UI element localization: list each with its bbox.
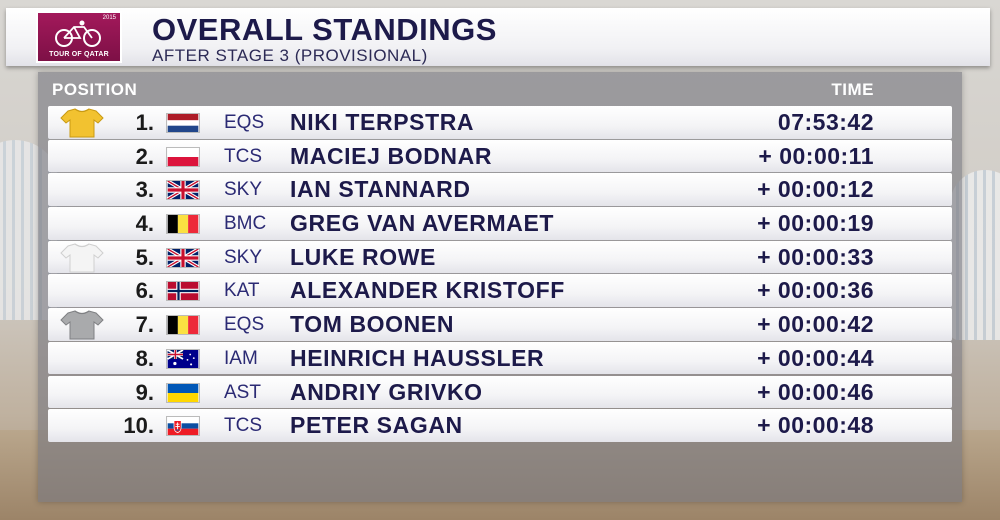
row-rider-name: IAN STANNARD — [290, 176, 471, 203]
row-rider-name: ALEXANDER KRISTOFF — [290, 277, 565, 304]
row-position: 10. — [123, 413, 154, 439]
gold-jersey-icon — [60, 107, 104, 138]
row-team: SKY — [224, 246, 263, 268]
row-position: 4. — [135, 211, 154, 237]
australia-flag-icon — [166, 348, 200, 369]
table-row: 7. EQS TOM BOONEN + 00:00:42 — [48, 308, 952, 341]
table-row: 10. TCS PETER SAGAN + 00:00:48 — [48, 409, 952, 442]
norway-flag-icon — [166, 281, 200, 302]
uk-flag-icon — [166, 180, 200, 201]
table-row: 5. SKY LUKE ROWE + 00:00:33 — [48, 240, 952, 274]
row-position: 8. — [135, 345, 154, 371]
row-time: + 00:00:36 — [757, 277, 874, 304]
belgium-flag-icon — [166, 214, 200, 235]
table-row: 1. EQS NIKI TERPSTRA 07:53:42 — [48, 106, 952, 139]
column-header-time: TIME — [831, 80, 874, 99]
header-banner: 2015 TOUR OF QATAR OVERALL STANDINGS AFT… — [6, 8, 990, 66]
row-time: 07:53:42 — [777, 109, 874, 135]
row-time: + 00:00:11 — [758, 142, 874, 169]
row-time: + 00:00:46 — [757, 378, 874, 405]
row-position: 9. — [135, 379, 154, 405]
table-row: 3. SKY IAN STANNARD + 00:00:12 — [48, 173, 952, 206]
row-time: + 00:00:12 — [757, 176, 874, 203]
page-subtitle: AFTER STAGE 3 (PROVISIONAL) — [152, 46, 428, 65]
row-position: 7. — [135, 312, 154, 338]
table-row: 6. KAT ALEXANDER KRISTOFF + 00:00:36 — [48, 274, 952, 307]
row-position: 3. — [135, 177, 154, 203]
row-position: 6. — [135, 278, 154, 304]
white-jersey-icon — [60, 242, 104, 273]
row-time: + 00:00:19 — [757, 210, 874, 237]
row-team: IAM — [224, 347, 258, 369]
poland-flag-icon — [166, 146, 200, 167]
row-team: KAT — [224, 280, 260, 302]
row-time: + 00:00:44 — [757, 344, 874, 371]
table-row: 2. TCS MACIEJ BODNAR + 00:00:11 — [48, 139, 952, 173]
row-team: SKY — [224, 179, 263, 201]
ukraine-flag-icon — [166, 382, 200, 403]
tour-of-qatar-logo: 2015 TOUR OF QATAR — [36, 11, 122, 63]
column-header-position: POSITION — [52, 80, 138, 99]
row-rider-name: HEINRICH HAUSSLER — [290, 344, 545, 371]
cyclist-icon — [55, 20, 101, 47]
row-rider-name: GREG VAN AVERMAET — [290, 210, 555, 237]
row-position: 1. — [135, 110, 154, 135]
row-team: BMC — [224, 213, 267, 235]
page-title: OVERALL STANDINGS — [152, 12, 497, 47]
row-time: + 00:00:33 — [757, 243, 874, 270]
row-time: + 00:00:42 — [757, 311, 874, 338]
logo-text: TOUR OF QATAR — [49, 51, 109, 58]
slovakia-flag-icon — [166, 416, 200, 437]
belgium-flag-icon — [166, 315, 200, 336]
row-team: EQS — [224, 314, 265, 336]
row-team: AST — [224, 381, 261, 403]
row-position: 5. — [135, 244, 154, 270]
uk-flag-icon — [166, 247, 200, 268]
row-rider-name: TOM BOONEN — [290, 311, 455, 338]
row-rider-name: LUKE ROWE — [290, 243, 436, 270]
table-row: 4. BMC GREG VAN AVERMAET + 00:00:19 — [48, 207, 952, 240]
row-rider-name: MACIEJ BODNAR — [290, 142, 493, 169]
netherlands-flag-icon — [166, 113, 200, 133]
grey-jersey-icon — [60, 309, 104, 340]
standings-rows: 1. EQS NIKI TERPSTRA 07:53:42 2. TCS MACIEJ BO… — [48, 106, 952, 443]
row-rider-name: NIKI TERPSTRA — [290, 109, 475, 135]
table-row: 8. IAM HEINRICH HAUSSLER + 00:00:44 — [48, 341, 952, 375]
row-rider-name: PETER SAGAN — [290, 412, 463, 439]
table-row: 9. AST ANDRIY GRIVKO + 00:00:46 — [48, 375, 952, 408]
row-team: EQS — [224, 112, 265, 133]
row-position: 2. — [135, 143, 154, 169]
row-team: TCS — [224, 145, 262, 167]
row-time: + 00:00:48 — [757, 412, 874, 439]
standings-table: POSITION TIME 1. EQS NIKI TERPSTRA 07:53:42… — [38, 72, 962, 502]
row-rider-name: ANDRIY GRIVKO — [290, 378, 483, 405]
row-team: TCS — [224, 415, 262, 437]
logo-year: 2015 — [102, 15, 116, 21]
